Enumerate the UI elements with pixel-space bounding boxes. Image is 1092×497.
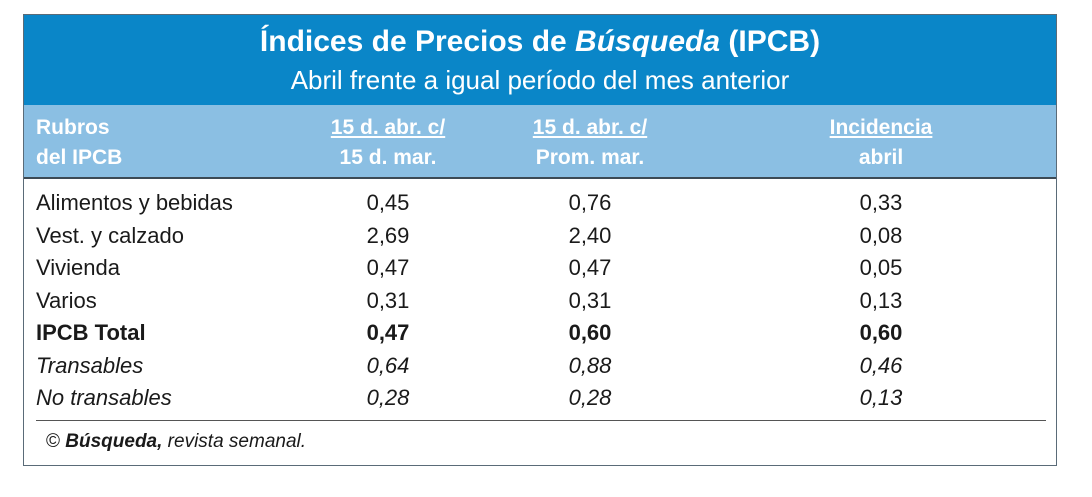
column-header-line: Incidencia xyxy=(829,116,933,139)
title-part-2: Búsqueda xyxy=(575,25,721,58)
table-row: Vivienda 0,47 0,47 0,05 xyxy=(24,252,1056,285)
source-text: revista semanal. xyxy=(162,431,307,452)
table-cell: 2,69 xyxy=(366,222,410,248)
row-label: Vest. y calzado xyxy=(36,222,184,248)
row-label: IPCB Total xyxy=(36,320,146,345)
table-cell: 0,64 xyxy=(366,352,410,378)
table-cell: 0,28 xyxy=(366,385,410,410)
column-header-line: del IPCB xyxy=(36,146,123,169)
table-row: Transables 0,64 0,88 0,46 xyxy=(24,350,1056,383)
table-title: Índices de Precios de Búsqueda (IPCB) xyxy=(24,25,1056,59)
column-header-15d-mar: 15 d. abr. c/ 15 d. mar. xyxy=(331,113,445,173)
title-part-1: Índices de Precios de xyxy=(259,25,576,58)
table-cell: 0,60 xyxy=(568,320,612,345)
table-frame: Índices de Precios de Búsqueda (IPCB) Ab… xyxy=(23,14,1057,466)
table-cell: 0,13 xyxy=(859,287,903,313)
table-cell: 0,46 xyxy=(859,352,903,378)
table-cell: 2,40 xyxy=(568,222,612,248)
column-header-band: Rubros del IPCB 15 d. abr. c/ 15 d. mar.… xyxy=(24,105,1056,179)
table-row: Vest. y calzado 2,69 2,40 0,08 xyxy=(24,220,1056,253)
table-body: Alimentos y bebidas 0,45 0,76 0,33 Vest. y c… xyxy=(24,187,1056,415)
table-cell: 0,76 xyxy=(568,190,612,215)
row-label: No transables xyxy=(36,385,172,410)
table-cell: 0,28 xyxy=(568,385,612,410)
footer-divider xyxy=(36,420,1046,421)
table-row: No transables 0,28 0,28 0,13 xyxy=(24,382,1056,415)
title-part-3: (IPCB) xyxy=(720,25,821,58)
table-row: Alimentos y bebidas 0,45 0,76 0,33 xyxy=(24,187,1056,220)
table-cell: 0,05 xyxy=(859,255,903,280)
table-cell: 0,31 xyxy=(568,287,612,313)
row-label: Varios xyxy=(36,287,97,313)
source-brand: Búsqueda, xyxy=(65,431,163,452)
table-subtitle: Abril frente a igual período del mes ant… xyxy=(290,65,790,95)
source-footer: © Búsqueda, revista semanal. xyxy=(46,430,306,454)
table-cell: 0,88 xyxy=(568,352,612,378)
table-cell: 0,47 xyxy=(366,255,410,280)
column-header-prom-mar: 15 d. abr. c/ Prom. mar. xyxy=(533,113,647,173)
column-header-line: 15 d. mar. xyxy=(339,146,437,169)
table-cell: 0,60 xyxy=(859,320,903,345)
table-cell: 0,45 xyxy=(366,190,410,215)
column-header-incidencia: Incidencia abril xyxy=(830,113,933,173)
table-cell: 0,47 xyxy=(568,255,612,280)
column-header-line: 15 d. abr. c/ xyxy=(532,116,648,139)
table-row: Varios 0,31 0,31 0,13 xyxy=(24,285,1056,318)
column-header-rubros: Rubros del IPCB xyxy=(36,113,122,173)
table-cell: 0,31 xyxy=(366,287,410,313)
table-cell: 0,13 xyxy=(859,385,903,410)
table-cell: 0,33 xyxy=(859,190,903,215)
table-row: IPCB Total 0,47 0,60 0,60 xyxy=(24,317,1056,350)
row-label: Alimentos y bebidas xyxy=(36,190,233,215)
title-band: Índices de Precios de Búsqueda (IPCB) Ab… xyxy=(24,15,1056,105)
column-header-line: 15 d. abr. c/ xyxy=(330,116,446,139)
table-cell: 0,08 xyxy=(859,222,903,248)
row-label: Vivienda xyxy=(36,255,120,280)
copyright-symbol: © xyxy=(46,431,60,452)
table-cell: 0,47 xyxy=(366,320,410,345)
column-header-line: Rubros xyxy=(36,116,110,139)
column-header-line: abril xyxy=(858,146,904,169)
row-label: Transables xyxy=(36,352,144,378)
column-header-line: Prom. mar. xyxy=(535,146,645,169)
